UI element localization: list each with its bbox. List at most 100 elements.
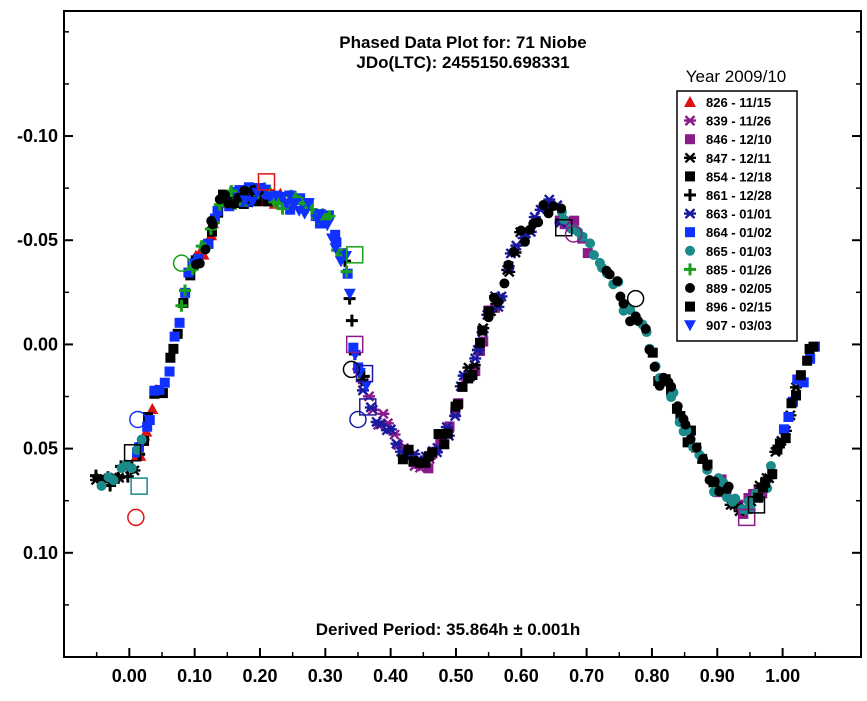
data-point (149, 385, 160, 396)
x-axis: 0.00 0.10 0.20 0.30 0.40 0.50 0.60 0.70 0.80 0.90… (95, 648, 817, 686)
highlight-marker (355, 364, 374, 383)
chart-subtitle: JDo(LTC): 2455150.698331 (356, 53, 569, 72)
data-point (714, 486, 725, 497)
highlight-marker (747, 496, 766, 514)
data-point (475, 337, 486, 348)
data-point (640, 323, 651, 334)
data-point (774, 438, 785, 449)
data-point (477, 325, 488, 336)
legend-entry: 889 - 02/05 (706, 281, 772, 296)
data-point (691, 442, 702, 453)
data-point (753, 492, 764, 503)
highlighted-points (123, 173, 766, 527)
data-point (364, 402, 377, 413)
data-point (326, 233, 339, 245)
data-point (108, 475, 119, 486)
data-point (144, 415, 155, 426)
highlight-marker (127, 508, 145, 527)
legend-marker (684, 96, 696, 107)
data-point (276, 192, 289, 204)
data-point (450, 407, 461, 418)
data-point (423, 463, 434, 474)
data-point (154, 385, 165, 396)
data-point (262, 196, 273, 207)
data-point (802, 355, 813, 366)
data-point (207, 219, 218, 230)
chart-title: Phased Data Plot for: 71 Niobe (339, 33, 587, 52)
data-point (314, 209, 327, 221)
highlight-marker (129, 410, 147, 429)
legend: 826 - 11/15 839 - 11/26 846 - 12/10 847 - 1… (676, 90, 798, 342)
data-point (360, 380, 373, 392)
data-point (397, 454, 408, 465)
legend-entry: 863 - 01/01 (706, 207, 772, 222)
highlight-marker (345, 246, 364, 264)
derived-period-annotation: Derived Period: 35.864h ± 0.001h (316, 620, 580, 639)
data-point (467, 370, 478, 381)
data-point (427, 447, 438, 458)
data-point (618, 298, 629, 309)
highlight-marker (123, 444, 142, 462)
x-tick-label: 0.80 (634, 666, 669, 686)
data-point (767, 469, 778, 480)
data-point (420, 457, 431, 468)
y-tick-label: -0.05 (17, 230, 58, 250)
data-point (334, 256, 347, 268)
data-point (202, 238, 213, 249)
x-tick-label: 0.20 (242, 666, 277, 686)
data-point (212, 205, 223, 216)
highlight-marker (257, 173, 276, 191)
data-point (175, 299, 188, 312)
data-point (343, 288, 356, 300)
data-point (772, 444, 783, 455)
legend-marker (684, 320, 696, 332)
data-point (348, 342, 359, 353)
data-point (246, 196, 259, 208)
data-point (780, 433, 791, 444)
data-point (433, 429, 444, 440)
data-point (219, 189, 230, 200)
x-tick-label: 0.50 (438, 666, 473, 686)
data-point (298, 208, 311, 220)
highlight-marker (359, 398, 377, 416)
data-point (283, 190, 296, 202)
data-point (415, 457, 426, 468)
data-points (89, 182, 820, 519)
data-point (168, 343, 179, 354)
data-point (384, 424, 397, 435)
legend-marker (684, 208, 696, 219)
data-point (765, 461, 776, 472)
legend-marker (685, 227, 695, 238)
data-point (483, 306, 494, 317)
data-point (685, 434, 696, 445)
data-point (234, 185, 245, 196)
x-tick-label: 0.70 (569, 666, 604, 686)
data-point (165, 352, 176, 363)
data-point (499, 278, 510, 289)
data-point (390, 438, 403, 450)
data-point (178, 297, 189, 308)
highlight-marker (342, 360, 361, 379)
data-point (492, 297, 503, 308)
data-point (709, 476, 720, 487)
data-point (403, 444, 414, 455)
data-point (808, 341, 819, 352)
legend-entry: 861 - 12/28 (706, 188, 772, 203)
data-point (121, 470, 134, 483)
data-point (340, 265, 353, 278)
data-point (798, 377, 809, 388)
data-point (508, 246, 519, 257)
data-point (569, 215, 580, 226)
data-point (164, 366, 175, 377)
data-point (321, 220, 334, 232)
highlight-marker (555, 218, 573, 237)
data-point (323, 210, 336, 223)
data-point (604, 269, 615, 280)
data-point (585, 238, 596, 249)
data-point (146, 403, 159, 415)
data-point (200, 244, 211, 255)
legend-marker (685, 171, 695, 182)
y-tick-label: -0.10 (17, 126, 58, 146)
y-axis: -0.10 -0.05 0.00 0.05 0.10 (17, 31, 861, 658)
data-point (251, 196, 262, 207)
